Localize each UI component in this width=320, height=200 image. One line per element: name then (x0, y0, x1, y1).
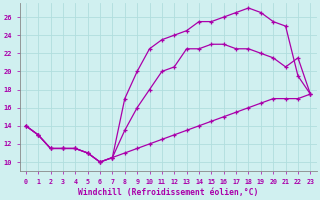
X-axis label: Windchill (Refroidissement éolien,°C): Windchill (Refroidissement éolien,°C) (78, 188, 258, 197)
